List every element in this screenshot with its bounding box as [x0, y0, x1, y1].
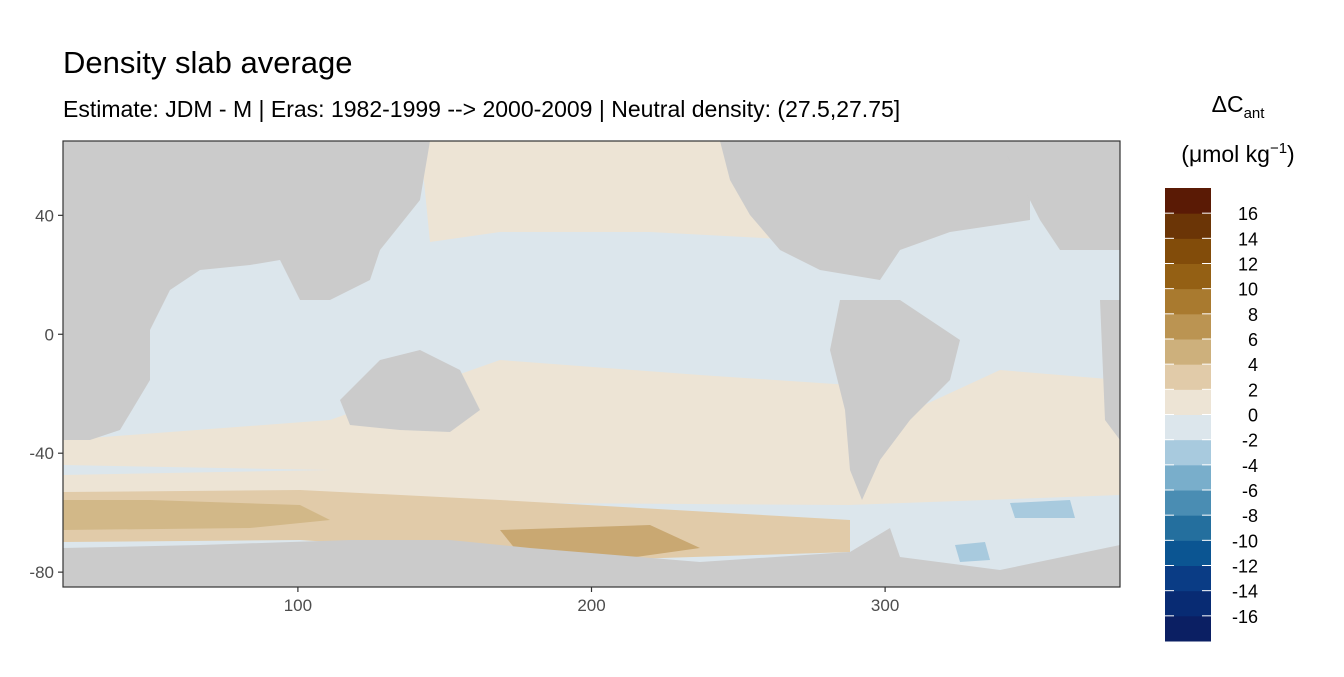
land-mass — [830, 300, 960, 500]
legend-tick-label: -6 — [1242, 481, 1258, 501]
land-mass — [63, 528, 1120, 587]
land-mass — [1100, 300, 1120, 440]
legend-tick-label: 4 — [1248, 355, 1258, 375]
legend-swatch — [1165, 213, 1211, 239]
y-tick-label: 0 — [45, 325, 54, 344]
legend-swatch — [1165, 464, 1211, 491]
legend-swatch — [1165, 615, 1211, 642]
legend-swatch — [1165, 313, 1211, 340]
chart-subtitle: Estimate: JDM - M | Eras: 1982-1999 --> … — [63, 96, 900, 122]
legend-tick-label: 10 — [1238, 280, 1258, 300]
legend-swatch — [1165, 414, 1211, 441]
x-tick-label: 300 — [871, 596, 899, 615]
legend-swatch — [1165, 540, 1211, 566]
legend-swatch — [1165, 515, 1211, 541]
x-tick-label: 100 — [284, 596, 312, 615]
legend-swatch — [1165, 565, 1211, 592]
legend-tick-label: 2 — [1248, 380, 1258, 400]
legend-title: ΔCant — [1212, 91, 1266, 122]
legend-title-sub: ant — [1244, 105, 1266, 122]
legend-tick-label: 8 — [1248, 305, 1258, 325]
legend-tick-label: -16 — [1232, 607, 1258, 627]
y-tick-label: -80 — [29, 563, 54, 582]
land-mass — [1000, 141, 1120, 250]
legend-swatch — [1165, 263, 1211, 290]
legend-unit: (μmol kg−1) — [1181, 140, 1294, 167]
legend-unit-main: (μmol kg — [1181, 141, 1270, 167]
legend-tick-label: 16 — [1238, 204, 1258, 224]
legend-tick-label: 14 — [1238, 229, 1258, 249]
legend-swatch — [1165, 389, 1211, 415]
legend-tick-label: -14 — [1232, 582, 1258, 602]
legend-title-main: ΔC — [1212, 91, 1244, 117]
legend-unit-sup: −1 — [1270, 140, 1287, 157]
legend-swatch — [1165, 590, 1211, 617]
chart-title: Density slab average — [63, 45, 353, 80]
ocean-region — [955, 542, 990, 562]
ocean-region — [1010, 500, 1075, 518]
legend-tick-label: -10 — [1232, 531, 1258, 551]
legend-tick-label: 6 — [1248, 330, 1258, 350]
legend-tick-label: -4 — [1242, 456, 1258, 476]
y-tick-label: -40 — [29, 444, 54, 463]
legend-swatch — [1165, 288, 1211, 315]
legend-tick-label: 0 — [1248, 406, 1258, 426]
land-mass — [340, 350, 480, 432]
land — [63, 141, 1120, 587]
legend-tick-label: -12 — [1232, 557, 1258, 577]
legend-swatch — [1165, 238, 1211, 264]
map-layer — [62, 140, 1121, 588]
legend-swatch — [1165, 364, 1211, 390]
ocean-region — [63, 465, 330, 475]
land-mass — [720, 141, 1030, 280]
legend-unit-close: ) — [1287, 141, 1295, 167]
legend-swatch — [1165, 339, 1211, 365]
legend-tick-label: -8 — [1242, 506, 1258, 526]
land-mass — [63, 141, 430, 440]
legend-tick-label: -2 — [1242, 431, 1258, 451]
y-tick-label: 40 — [35, 206, 54, 225]
legend-swatch — [1165, 439, 1211, 466]
legend-tick-label: 12 — [1238, 255, 1258, 275]
legend-swatch — [1165, 188, 1211, 214]
ocean-region — [63, 500, 330, 530]
legend-swatch — [1165, 490, 1211, 516]
x-tick-label: 200 — [577, 596, 605, 615]
